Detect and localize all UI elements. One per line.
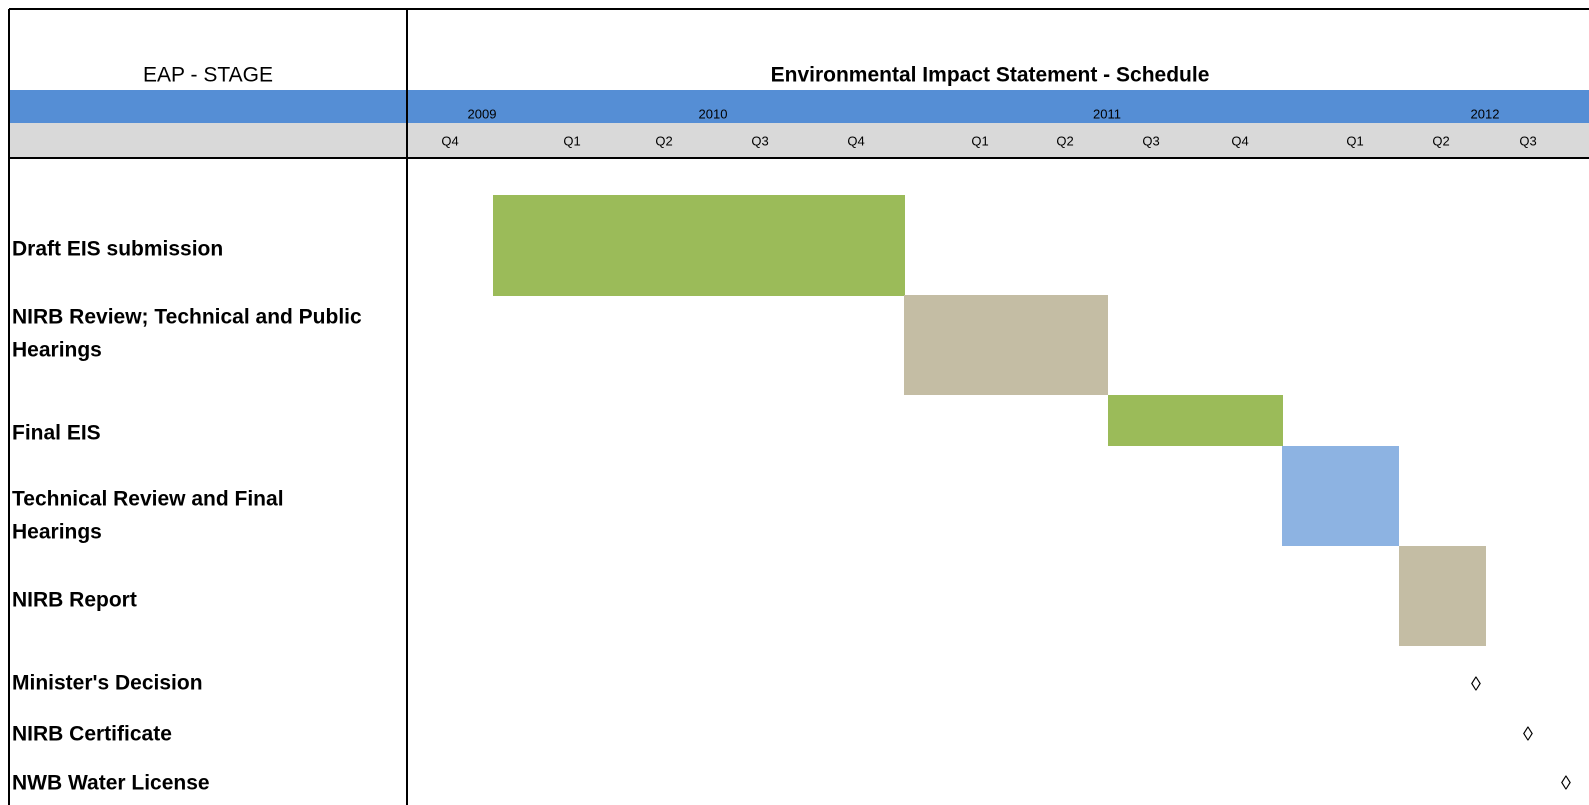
stage-label: Final EIS [12,422,101,445]
stage-bar [1108,395,1283,446]
quarter-label: Q1 [1346,133,1363,148]
stage-label: Minister's Decision [12,672,203,695]
milestone: ◊ [1523,723,1533,745]
stage-label: NIRB Report [12,589,137,612]
stage-bar [904,295,1108,395]
quarter-label: Q2 [1432,133,1449,148]
stage-label: Draft EIS submission [12,238,223,261]
year-label: 2009 [468,106,497,121]
milestone: ◊ [1561,772,1571,794]
year-label: 2010 [699,106,728,121]
quarter-label: Q4 [847,133,864,148]
stage-label: Hearings [12,339,102,362]
quarter-label: Q3 [1142,133,1159,148]
stage-label: NWB Water License [12,772,210,795]
quarter-label: Q3 [1519,133,1536,148]
quarter-label: Q4 [441,133,458,148]
stage-label: NIRB Certificate [12,723,172,746]
stage-bar [1282,446,1399,546]
schedule-title: Environmental Impact Statement - Schedul… [771,64,1210,87]
stage-bar [1399,546,1486,646]
quarter-label: Q2 [655,133,672,148]
quarter-label: Q1 [563,133,580,148]
milestone: ◊ [1471,673,1481,695]
stage-bar [493,195,905,296]
year-label: 2012 [1471,106,1500,121]
quarter-label: Q2 [1056,133,1073,148]
year-band [9,90,1589,123]
quarter-label: Q3 [751,133,768,148]
quarter-band [9,123,1589,158]
stage-header: EAP - STAGE [143,64,273,87]
stage-label: Hearings [12,521,102,544]
year-label: 2011 [1093,106,1121,121]
stage-label: Technical Review and Final [12,488,284,511]
quarter-label: Q1 [971,133,988,148]
quarter-label: Q4 [1231,133,1248,148]
stage-label: NIRB Review; Technical and Public [12,306,362,329]
